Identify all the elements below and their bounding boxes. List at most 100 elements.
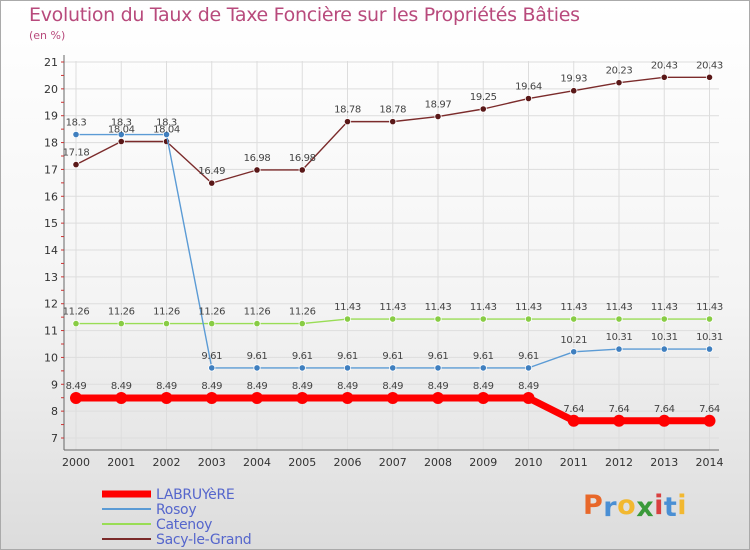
- y-tick-label: 21: [44, 56, 58, 69]
- data-point-1: [389, 364, 397, 372]
- data-point-2: [615, 315, 623, 323]
- data-label-1: 10.31: [696, 332, 723, 343]
- logo-letter: i: [677, 490, 688, 521]
- data-point-0: [613, 414, 625, 427]
- data-label-2: 11.43: [334, 302, 361, 313]
- data-point-1: [615, 345, 623, 353]
- legend-label: Catenoy: [156, 517, 212, 533]
- x-tick-label: 2006: [334, 456, 362, 469]
- data-point-3: [615, 79, 623, 87]
- legend-label: Sacy-le-Grand: [156, 532, 251, 548]
- data-label-1: 9.61: [337, 351, 358, 362]
- data-point-1: [253, 364, 261, 372]
- data-point-3: [389, 118, 397, 126]
- data-label-2: 11.43: [606, 302, 633, 313]
- data-label-0: 8.49: [428, 381, 449, 392]
- proxiti-logo: Proxiti: [583, 490, 688, 523]
- data-label-1: 10.21: [560, 335, 587, 346]
- x-tick-label: 2009: [469, 456, 497, 469]
- data-point-3: [660, 73, 668, 81]
- data-point-0: [70, 391, 82, 404]
- logo-letter: i: [654, 490, 664, 521]
- data-point-3: [570, 87, 578, 95]
- y-tick-label: 16: [44, 190, 58, 203]
- data-label-2: 11.26: [108, 307, 135, 318]
- data-point-1: [343, 364, 352, 372]
- x-tick-label: 2008: [424, 456, 452, 469]
- x-tick-label: 2013: [650, 456, 678, 469]
- data-point-0: [115, 391, 128, 404]
- data-point-2: [570, 315, 578, 323]
- y-tick-label: 7: [51, 432, 58, 445]
- data-point-0: [251, 391, 263, 404]
- data-point-3: [253, 166, 261, 174]
- data-label-3: 18.04: [153, 124, 180, 135]
- data-label-3: 20.43: [651, 60, 678, 71]
- data-point-0: [296, 391, 309, 404]
- data-label-0: 8.49: [201, 381, 222, 392]
- x-tick-label: 2010: [515, 456, 543, 469]
- data-point-2: [524, 315, 533, 323]
- chart-title: Evolution du Taux de Taxe Foncière sur l…: [29, 4, 580, 26]
- data-point-0: [658, 414, 671, 427]
- data-label-3: 19.64: [515, 82, 542, 93]
- data-label-1: 18.3: [111, 118, 132, 129]
- data-label-2: 11.43: [470, 302, 497, 313]
- x-tick-label: 2007: [379, 456, 407, 469]
- data-label-2: 11.43: [696, 302, 723, 313]
- data-point-2: [389, 315, 397, 323]
- data-label-1: 18.3: [156, 118, 177, 129]
- y-tick-label: 14: [44, 244, 58, 257]
- y-tick-label: 9: [51, 378, 58, 391]
- y-tick-label: 13: [44, 271, 58, 284]
- x-tick-label: 2000: [62, 456, 90, 469]
- x-tick-label: 2012: [605, 456, 633, 469]
- data-point-1: [434, 364, 442, 372]
- data-point-2: [660, 315, 668, 323]
- data-point-2: [298, 319, 306, 328]
- data-label-0: 8.49: [473, 381, 494, 392]
- data-label-2: 11.43: [379, 302, 406, 313]
- data-label-1: 18.3: [66, 118, 87, 129]
- x-tick-label: 2001: [107, 456, 135, 469]
- data-label-0: 8.49: [292, 381, 313, 392]
- data-point-1: [705, 345, 714, 353]
- data-point-1: [524, 364, 533, 372]
- data-label-0: 7.64: [563, 404, 584, 415]
- data-point-1: [72, 130, 80, 139]
- data-label-1: 9.61: [201, 351, 222, 362]
- x-tick-label: 2004: [243, 456, 271, 469]
- data-point-2: [343, 315, 352, 323]
- data-point-1: [117, 130, 125, 139]
- data-label-3: 19.93: [560, 74, 587, 85]
- data-label-1: 10.31: [606, 332, 633, 343]
- data-point-2: [117, 319, 125, 328]
- data-point-3: [524, 94, 533, 103]
- data-label-0: 7.64: [699, 404, 720, 415]
- legend-label: Rosoy: [156, 502, 196, 518]
- logo-letter: t: [663, 492, 678, 523]
- data-label-0: 7.64: [609, 404, 630, 415]
- data-point-1: [570, 348, 578, 356]
- data-label-3: 18.97: [425, 100, 452, 111]
- data-label-0: 8.49: [111, 381, 132, 392]
- data-point-2: [253, 319, 261, 328]
- logo-letter: o: [617, 490, 637, 521]
- legend-label: LABRUYèRE: [156, 487, 234, 503]
- data-label-2: 11.26: [289, 307, 316, 318]
- data-label-1: 9.61: [292, 351, 313, 362]
- data-label-1: 9.61: [428, 351, 449, 362]
- data-label-3: 16.98: [244, 153, 271, 164]
- data-point-0: [703, 414, 716, 427]
- y-axis-unit: (en %): [29, 29, 66, 42]
- data-label-0: 7.64: [654, 404, 675, 415]
- data-point-3: [117, 137, 125, 146]
- data-label-0: 8.49: [66, 381, 87, 392]
- data-point-3: [298, 166, 306, 174]
- data-point-3: [72, 160, 80, 169]
- data-label-2: 11.43: [651, 302, 678, 313]
- data-point-0: [341, 391, 354, 404]
- data-point-3: [434, 112, 442, 121]
